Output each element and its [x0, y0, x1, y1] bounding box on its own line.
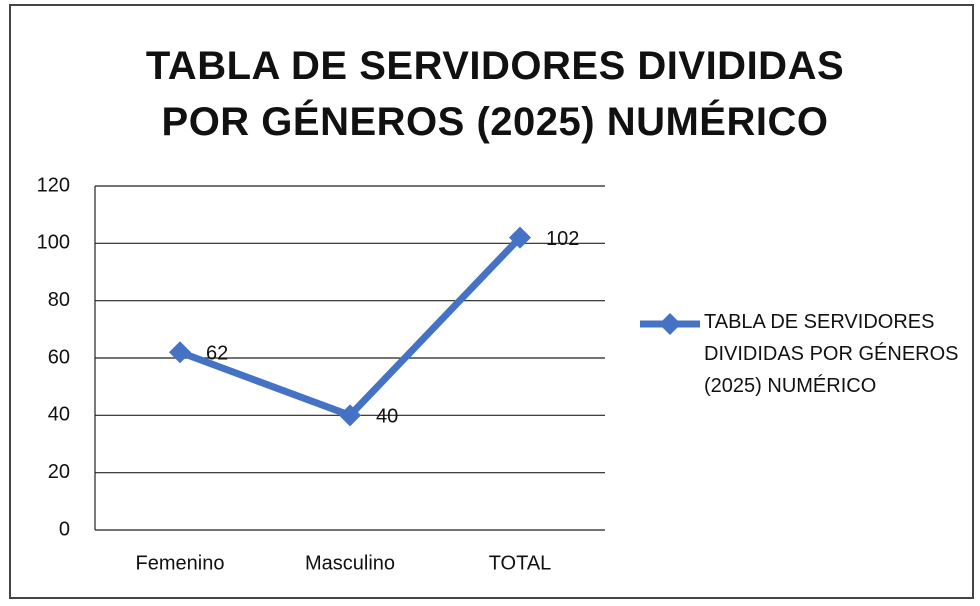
point-marker — [509, 226, 531, 249]
chart-border — [9, 4, 974, 599]
legend-label: TABLA DE SERVIDORES DIVIDIDAS POR GÉNERO… — [704, 311, 959, 397]
point-marker — [169, 341, 191, 364]
point-marker — [339, 404, 361, 427]
y-tick-label: 100 — [37, 232, 70, 254]
x-tick-label: Femenino — [136, 552, 225, 574]
chart-title: TABLA DE SERVIDORES DIVIDIDAS POR GÉNERO… — [145, 44, 845, 144]
series-line — [178, 235, 523, 419]
y-tick-label: 40 — [48, 404, 70, 426]
data-label: 62 — [206, 343, 228, 365]
y-tick-label: 60 — [48, 346, 70, 368]
y-tick-label: 0 — [59, 518, 70, 540]
y-tick-label: 80 — [48, 289, 70, 311]
legend-marker — [659, 313, 681, 335]
y-tick-label: 120 — [37, 174, 70, 196]
x-tick-label: Masculino — [305, 552, 395, 574]
y-tick-label: 20 — [48, 461, 70, 483]
data-label: 102 — [546, 228, 579, 250]
data-label: 40 — [376, 406, 398, 428]
x-tick-label: TOTAL — [489, 552, 552, 574]
